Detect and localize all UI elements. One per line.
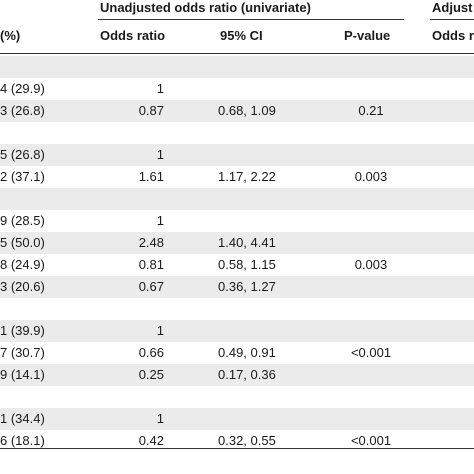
- cell-p-value: [342, 78, 400, 100]
- cell-ci: 1.17, 2.22: [218, 169, 276, 184]
- cell-p-value: [342, 210, 400, 232]
- cell-ci: 0.36, 1.27: [218, 279, 276, 294]
- cell-n-pct: 5 (50.0): [0, 235, 45, 250]
- cell-ci: 0.32, 0.55: [218, 433, 276, 448]
- cell-n-pct: 4 (29.9): [0, 81, 45, 96]
- cell-odds-ratio: 1: [156, 323, 164, 338]
- cell-odds-ratio: 0.67: [138, 279, 164, 294]
- table-row: 8 (24.9) 0.81 0.58, 1.15 0.003: [0, 254, 474, 276]
- cell-odds-ratio: 1: [156, 411, 164, 426]
- cell-p-value: 0.003: [354, 257, 388, 272]
- cell-n-pct: 8 (24.9): [0, 257, 45, 272]
- cell-p-value: [342, 320, 400, 342]
- table-row: 3 (20.6) 0.67 0.36, 1.27: [0, 276, 474, 298]
- table-row: 7 (30.7) 0.66 0.49, 0.91 <0.001: [0, 342, 474, 364]
- cell-n-pct: 3 (20.6): [0, 279, 45, 294]
- group-header-unadjusted: Unadjusted odds ratio (univariate): [100, 0, 311, 15]
- column-header-ci: 95% CI: [220, 28, 263, 43]
- cell-ci: 1.40, 4.41: [218, 235, 276, 250]
- cell-p-value: 0.003: [354, 169, 388, 184]
- cell-p-value: [342, 386, 400, 408]
- cell-odds-ratio: 0.66: [138, 345, 164, 360]
- cell-odds-ratio: 1: [156, 147, 164, 162]
- group-rule-adjusted: [430, 19, 474, 20]
- table-row: 9 (28.5) 1: [0, 210, 474, 232]
- table-row: 3 (26.8) 0.87 0.68, 1.09 0.21: [0, 100, 474, 122]
- cell-n-pct: 9 (28.5): [0, 213, 45, 228]
- group-rule-unadjusted: [98, 19, 404, 20]
- cell-p-value: [342, 298, 400, 320]
- cell-p-value: [342, 188, 400, 210]
- cell-p-value: [342, 276, 400, 298]
- cell-p-value: [342, 122, 400, 144]
- cell-ci: 0.49, 0.91: [218, 345, 276, 360]
- cell-ci: 0.68, 1.09: [218, 103, 276, 118]
- cell-p-value: <0.001: [350, 433, 392, 448]
- table-row: 6 (18.1) 0.42 0.32, 0.55 <0.001: [0, 430, 474, 452]
- cell-odds-ratio: 2.48: [138, 235, 164, 250]
- cell-odds-ratio: 0.87: [138, 103, 164, 118]
- cell-n-pct: 7 (30.7): [0, 345, 45, 360]
- table-row: [0, 298, 474, 320]
- cell-odds-ratio: 0.81: [138, 257, 164, 272]
- cell-p-value: [342, 56, 400, 78]
- table-row: 4 (29.9) 1: [0, 78, 474, 100]
- cell-p-value: <0.001: [350, 345, 392, 360]
- cell-p-value: [342, 364, 400, 386]
- cell-p-value: [342, 408, 400, 430]
- cell-p-value: [342, 232, 400, 254]
- group-header-adjusted: Adjust: [432, 0, 473, 15]
- cell-n-pct: 2 (37.1): [0, 169, 45, 184]
- table-column-header: (%) Odds ratio 95% CI P-value Odds r: [0, 20, 474, 54]
- cell-n-pct: 9 (14.1): [0, 367, 45, 382]
- table-group-header: Unadjusted odds ratio (univariate) Adjus…: [0, 0, 474, 20]
- column-header-odds-ratio: Odds ratio: [100, 28, 166, 43]
- cell-n-pct: 3 (26.8): [0, 103, 45, 118]
- cell-p-value: [342, 144, 400, 166]
- cell-odds-ratio: 0.42: [138, 433, 164, 448]
- column-header-p-value: P-value: [344, 28, 391, 43]
- cell-odds-ratio: 0.25: [138, 367, 164, 382]
- table-row: 5 (50.0) 2.48 1.40, 4.41: [0, 232, 474, 254]
- table-bottom-rule: [0, 448, 474, 449]
- header-rule: [0, 53, 474, 54]
- table-row: [0, 56, 474, 78]
- cell-n-pct: 1 (34.4): [0, 411, 45, 426]
- cell-n-pct: 1 (39.9): [0, 323, 45, 338]
- table-row: 2 (37.1) 1.61 1.17, 2.22 0.003: [0, 166, 474, 188]
- table-row: [0, 386, 474, 408]
- column-header-n-pct: (%): [0, 28, 21, 43]
- table-row: [0, 122, 474, 144]
- cell-n-pct: 6 (18.1): [0, 433, 45, 448]
- cell-odds-ratio: 1: [156, 81, 164, 96]
- table-row: 1 (34.4) 1: [0, 408, 474, 430]
- column-header-adjusted-odds-ratio: Odds r: [432, 28, 474, 43]
- cell-odds-ratio: 1: [156, 213, 164, 228]
- table-row: 5 (26.8) 1: [0, 144, 474, 166]
- cell-odds-ratio: 1.61: [138, 169, 164, 184]
- table-row: 9 (14.1) 0.25 0.17, 0.36: [0, 364, 474, 386]
- cell-p-value: 0.21: [358, 103, 384, 118]
- cell-ci: 0.17, 0.36: [218, 367, 276, 382]
- cell-n-pct: 5 (26.8): [0, 147, 45, 162]
- table-row: [0, 188, 474, 210]
- cell-ci: 0.58, 1.15: [218, 257, 276, 272]
- table-row: 1 (39.9) 1: [0, 320, 474, 342]
